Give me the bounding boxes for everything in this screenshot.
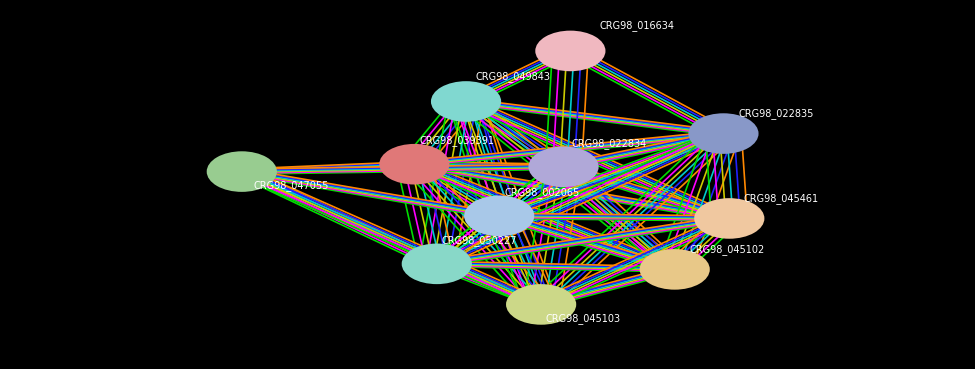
Text: CRG98_045461: CRG98_045461 <box>744 193 819 204</box>
Text: CRG98_049843: CRG98_049843 <box>476 71 551 82</box>
Ellipse shape <box>379 144 449 184</box>
Ellipse shape <box>464 196 534 236</box>
Text: CRG98_016634: CRG98_016634 <box>600 20 675 31</box>
Ellipse shape <box>688 113 759 154</box>
Ellipse shape <box>402 244 472 284</box>
Ellipse shape <box>535 31 605 71</box>
Ellipse shape <box>694 198 764 239</box>
Text: CRG98_050227: CRG98_050227 <box>442 235 517 246</box>
Ellipse shape <box>640 249 710 290</box>
Text: CRG98_045103: CRG98_045103 <box>546 313 621 324</box>
Text: CRG98_039391: CRG98_039391 <box>419 135 494 146</box>
Text: CRG98_022835: CRG98_022835 <box>738 108 813 119</box>
Ellipse shape <box>207 151 277 192</box>
Ellipse shape <box>506 284 576 325</box>
Ellipse shape <box>431 81 501 122</box>
Ellipse shape <box>528 146 599 187</box>
Text: CRG98_002065: CRG98_002065 <box>504 187 579 198</box>
Text: CRG98_045102: CRG98_045102 <box>689 244 764 255</box>
Text: CRG98_022834: CRG98_022834 <box>571 138 646 149</box>
Text: CRG98_047055: CRG98_047055 <box>254 180 329 191</box>
